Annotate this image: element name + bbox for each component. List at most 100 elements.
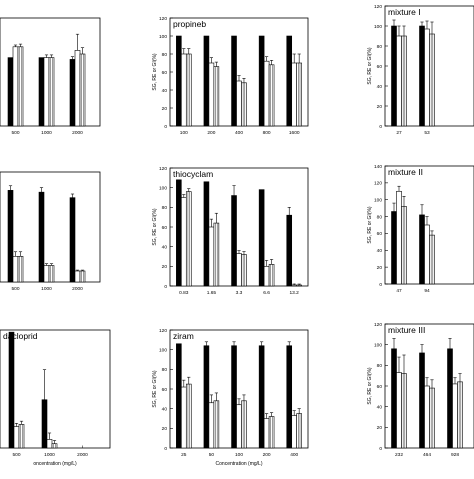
bar-series-2 (263, 266, 270, 287)
x-tick-label: 0.83 (179, 290, 189, 296)
y-tick-label: 100 (159, 185, 167, 191)
bar-series-1 (286, 35, 293, 127)
panel-title: dacloprid (3, 331, 38, 341)
bar-series-2 (208, 62, 215, 127)
y-tick-label: 20 (162, 426, 168, 432)
bar-series-3 (48, 265, 55, 283)
x-tick-label: 1000 (44, 452, 55, 458)
y-tick-label: 0 (164, 284, 167, 290)
bar-series-2 (74, 270, 81, 283)
bar-series-3 (296, 284, 302, 287)
bar-series-1 (419, 25, 425, 127)
y-tick-label: 20 (377, 425, 383, 431)
bar-series-1 (419, 214, 425, 285)
bar-series-2 (424, 28, 430, 127)
bar-series-3 (17, 46, 24, 127)
x-tick-label: 53 (424, 130, 430, 136)
x-tick-label: 13.2 (290, 290, 300, 296)
y-axis-label: SG, RE or GI(%) (367, 367, 373, 405)
bar-series-1 (286, 214, 293, 287)
panel-title: mixture II (388, 167, 423, 177)
y-tick-label: 20 (162, 106, 168, 112)
bar-series-3 (241, 400, 247, 449)
y-tick-label: 80 (162, 205, 168, 211)
panel-title: ziram (173, 331, 194, 341)
panel-title: mixture III (388, 325, 425, 335)
x-tick-label: 500 (11, 130, 19, 136)
x-tick-label: 1000 (41, 130, 52, 136)
y-tick-label: 0 (379, 282, 382, 288)
chart-panel-p4: 500 1000 2000 (0, 171, 101, 292)
bar-series-1 (231, 195, 237, 287)
x-axis-label: oncentration (mg/L) (33, 461, 77, 467)
bar-series-2 (263, 418, 270, 449)
bar-series-3 (429, 33, 435, 127)
bar-series-2 (181, 197, 187, 287)
x-tick-label: 500 (11, 286, 19, 292)
bar-series-3 (268, 64, 275, 127)
bar-series-3 (185, 383, 192, 449)
y-tick-label: 0 (379, 446, 382, 452)
x-tick-label: 1000 (41, 286, 52, 292)
x-tick-label: 47 (396, 288, 402, 294)
chart-panel-p9: 0 20 40 60 80 100 120 SG, RE or GI(%) mixture II… (367, 322, 474, 458)
y-tick-label: 80 (162, 367, 168, 373)
bar-series-2 (291, 62, 297, 127)
x-tick-label: 100 (180, 130, 188, 136)
bar-series-3 (51, 443, 58, 449)
bar-series-2 (236, 404, 242, 449)
bar-series-1 (447, 348, 453, 449)
bar-series-1 (419, 352, 425, 449)
y-tick-label: 20 (162, 264, 168, 270)
x-tick-label: 2000 (72, 286, 83, 292)
chart-panel-p2: 0 20 40 60 80 100 120 SG, RE or GI(%) propineb 10… (152, 16, 309, 136)
bar-series-2 (43, 57, 50, 127)
bar-series-3 (296, 62, 302, 127)
x-tick-label: 2000 (72, 130, 83, 136)
bar-series-2 (12, 256, 19, 283)
y-tick-label: 40 (162, 406, 168, 412)
y-tick-label: 100 (374, 24, 382, 30)
bar-series-3 (79, 270, 86, 283)
bar-series-3 (268, 416, 275, 449)
bar-series-3 (18, 424, 25, 449)
bar-series-1 (231, 345, 237, 449)
bar-series-2 (236, 253, 242, 287)
y-tick-label: 20 (377, 265, 383, 271)
bar-series-1 (258, 345, 265, 449)
bar-series-3 (79, 53, 86, 127)
y-axis-label: SG, RE or GI(%) (152, 370, 158, 408)
y-tick-label: 120 (159, 328, 167, 334)
bar-series-2 (43, 265, 50, 283)
y-axis-label: SG, RE or GI(%) (152, 53, 158, 91)
x-axis-label: Concentration (mg/L) (216, 461, 263, 467)
x-tick-label: 3.3 (236, 290, 243, 296)
bar-series-1 (176, 343, 182, 449)
bar-series-3 (401, 206, 407, 285)
x-tick-label: 1.65 (207, 290, 217, 296)
bar-series-3 (213, 66, 220, 127)
y-tick-label: 60 (162, 70, 168, 76)
x-tick-label: 1600 (289, 130, 300, 136)
bar-series-1 (69, 59, 76, 127)
bar-series-1 (69, 197, 76, 283)
bar-series-2 (208, 226, 215, 287)
bar-series-3 (48, 57, 55, 127)
y-tick-label: 40 (162, 88, 168, 94)
bar-series-2 (396, 372, 402, 449)
bar-series-1 (176, 179, 182, 287)
bar-series-1 (203, 181, 210, 287)
bar-series-3 (17, 256, 24, 283)
chart-panel-p3: 0 20 40 60 80 100 120 SG, RE or GI(%) mixture I 2… (367, 4, 474, 136)
x-tick-label: 928 (451, 452, 459, 458)
y-tick-label: 80 (377, 44, 383, 50)
bar-series-1 (8, 331, 15, 449)
bar-series-1 (231, 35, 237, 127)
bar-series-1 (41, 399, 48, 449)
y-tick-label: 100 (374, 342, 382, 348)
y-tick-label: 60 (377, 64, 383, 70)
y-tick-label: 140 (374, 164, 382, 170)
bar-series-3 (457, 381, 463, 449)
y-axis-label: SG, RE or GI(%) (152, 208, 158, 246)
